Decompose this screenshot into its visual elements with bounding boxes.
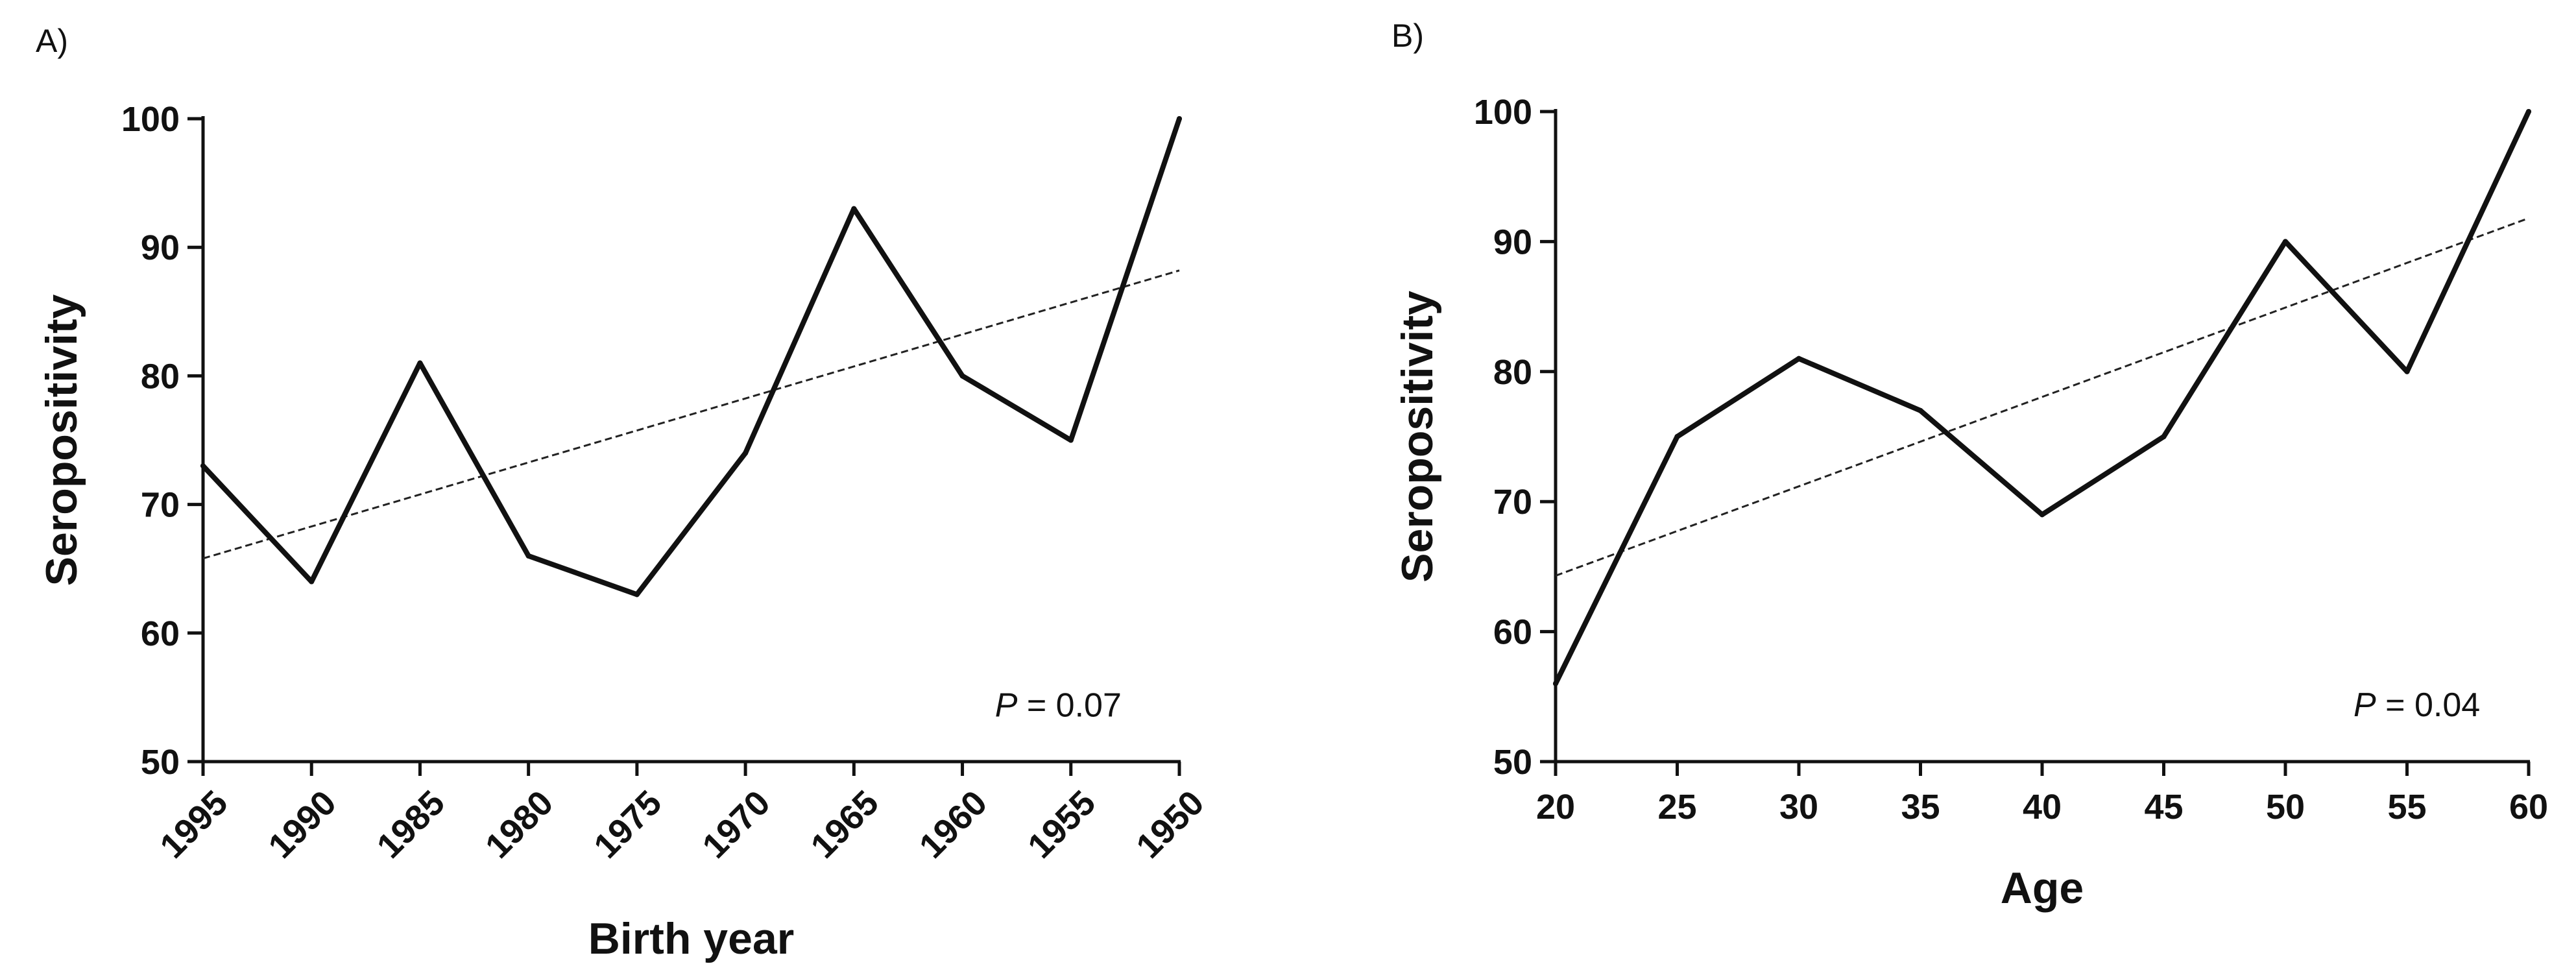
x-tick-label: 1980 (478, 783, 560, 865)
y-tick-label: 100 (121, 100, 180, 139)
x-tick-label: 60 (2509, 788, 2548, 826)
data-point (525, 553, 531, 559)
series-segment (2404, 109, 2531, 374)
series-segment (1674, 356, 1801, 439)
p-value-text: = 0.07 (1017, 687, 1121, 725)
trend-line (1555, 217, 2529, 577)
series-segment (959, 373, 1074, 443)
x-tick-label: 40 (2023, 788, 2062, 826)
x-tick-label: 35 (1901, 788, 1940, 826)
p-value-annotation: P = 0.07 (995, 687, 1122, 725)
x-tick-label: 1965 (804, 783, 886, 865)
y-tick-label: 70 (141, 486, 180, 525)
data-point (851, 206, 857, 211)
data-point (2526, 109, 2531, 114)
series-segment (1918, 407, 2045, 518)
y-tick-label: 80 (141, 357, 180, 396)
p-value-annotation: P = 0.04 (2353, 686, 2480, 724)
data-point (2040, 512, 2045, 518)
series-segment (309, 360, 423, 585)
x-tick-label: 1975 (586, 783, 669, 865)
trend-line (202, 269, 1180, 560)
x-tick-label: 1950 (1129, 783, 1211, 865)
series-segment (417, 360, 531, 559)
p-value-symbol: P (995, 687, 1018, 725)
x-tick-label: 1955 (1020, 783, 1103, 865)
x-axis-title: Age (2001, 863, 2084, 913)
data-series (1553, 109, 2531, 686)
series-segment (1068, 116, 1182, 443)
series-segment (2040, 434, 2167, 518)
series-segment (200, 463, 315, 585)
series-segment (525, 553, 640, 597)
y-tick-label: 90 (1493, 223, 1532, 261)
y-axis-title: Seropositivity (1393, 291, 1442, 583)
series-segment (1796, 356, 1923, 413)
x-tick-label: 1995 (152, 783, 235, 865)
x-tick-label: 20 (1536, 788, 1575, 826)
data-point (1068, 437, 1074, 443)
y-tick-label: 50 (141, 743, 180, 782)
data-series (200, 116, 1182, 597)
data-point (634, 592, 640, 597)
p-value-symbol: P (2353, 686, 2376, 724)
x-tick-label: 1970 (695, 783, 777, 865)
y-tick-label: 70 (1493, 483, 1532, 522)
data-point (1918, 407, 1923, 413)
data-point (2404, 368, 2410, 374)
data-point (2161, 434, 2167, 439)
y-tick-label: 80 (1493, 353, 1532, 392)
data-point (417, 360, 423, 366)
data-point (200, 463, 206, 469)
data-point (743, 450, 749, 456)
data-point (2283, 239, 2288, 245)
y-tick-label: 60 (1493, 613, 1532, 652)
data-point (1674, 434, 1680, 439)
x-tick-label: 1990 (261, 783, 343, 865)
y-axis-title: Seropositivity (37, 294, 86, 586)
data-point (1177, 116, 1182, 121)
series-segment (1553, 434, 1680, 686)
y-tick-label: 90 (141, 228, 180, 267)
data-point (959, 373, 965, 379)
x-tick-label: 1985 (370, 783, 452, 865)
y-tick-label: 60 (141, 614, 180, 653)
chart-panel-a: A) 50 60 70 80 90 100 1995 1990 1985 1980 1975 1970 1… (36, 23, 1212, 963)
series-segment (634, 450, 749, 597)
y-tick-label: 50 (1493, 743, 1532, 782)
p-value-text: = 0.04 (2376, 686, 2480, 724)
x-tick-label: 1960 (912, 783, 994, 865)
series-segment (2283, 239, 2410, 374)
panel-label: A) (36, 23, 68, 59)
x-tick-label: 50 (2266, 788, 2305, 826)
data-point (1796, 356, 1801, 361)
x-axis-title: Birth year (588, 914, 794, 963)
data-point (309, 579, 315, 585)
series-segment (743, 206, 857, 456)
data-point (1553, 681, 1558, 686)
x-tick-label: 30 (1779, 788, 1818, 826)
x-tick-label: 55 (2387, 788, 2426, 826)
series-segment (2161, 239, 2288, 439)
x-tick-label: 45 (2144, 788, 2183, 826)
y-tick-label: 100 (1474, 93, 1532, 132)
panel-label: B) (1391, 18, 1424, 54)
x-tick-label: 25 (1657, 788, 1696, 826)
series-segment (851, 206, 965, 379)
chart-panel-b: B) 50 60 70 80 90 100 20 25 30 35 40 45 50 55 60 Seropos… (1391, 18, 2548, 913)
